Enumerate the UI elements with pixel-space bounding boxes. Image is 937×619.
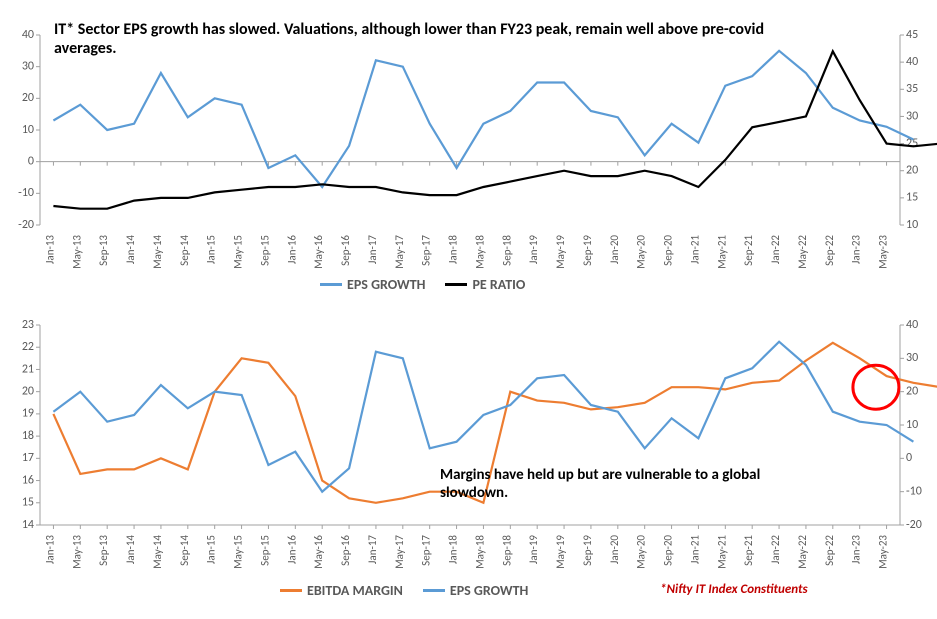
svg-text:18: 18 — [22, 429, 34, 443]
svg-text:May-16: May-16 — [312, 535, 325, 569]
svg-text:Sep-19: Sep-19 — [581, 535, 594, 566]
svg-text:-10: -10 — [906, 485, 922, 499]
svg-text:19: 19 — [22, 407, 34, 421]
svg-text:Jan-13: Jan-13 — [43, 535, 56, 564]
svg-text:14: 14 — [22, 518, 34, 532]
svg-text:May-14: May-14 — [151, 535, 164, 569]
svg-text:Jan-17: Jan-17 — [366, 535, 379, 564]
svg-text:16: 16 — [22, 473, 34, 487]
bottom-chart-annotation: Margins have held up but are vulnerable … — [440, 466, 820, 502]
svg-text:Jan-20: Jan-20 — [608, 535, 621, 564]
bottom-chart-legend: EBITDA MARGIN EPS GROWTH — [280, 582, 528, 599]
svg-text:Jan-16: Jan-16 — [285, 535, 298, 564]
legend-swatch — [423, 589, 445, 592]
legend-swatch — [280, 589, 302, 592]
svg-text:23: 23 — [22, 318, 34, 332]
legend-item-ebitda-margin: EBITDA MARGIN — [280, 582, 403, 599]
svg-text:17: 17 — [22, 451, 34, 465]
chart-stage: IT* Sector EPS growth has slowed. Valuat… — [0, 0, 937, 619]
svg-text:-20: -20 — [906, 518, 922, 532]
svg-text:10: 10 — [906, 418, 918, 432]
svg-text:Jan-23: Jan-23 — [850, 535, 863, 564]
legend-label: EPS GROWTH — [450, 582, 528, 599]
svg-text:40: 40 — [906, 318, 918, 332]
svg-text:Sep-14: Sep-14 — [178, 535, 191, 566]
svg-text:22: 22 — [22, 340, 34, 354]
svg-text:Sep-16: Sep-16 — [339, 535, 352, 566]
svg-text:Jan-21: Jan-21 — [688, 535, 701, 564]
svg-text:20: 20 — [22, 385, 34, 399]
svg-text:May-20: May-20 — [635, 535, 648, 569]
svg-text:May-19: May-19 — [554, 535, 567, 569]
legend-label: EBITDA MARGIN — [307, 582, 403, 599]
svg-text:Sep-13: Sep-13 — [97, 535, 110, 566]
svg-text:Sep-22: Sep-22 — [823, 535, 836, 566]
svg-text:Sep-15: Sep-15 — [258, 535, 271, 566]
svg-text:Jan-19: Jan-19 — [527, 535, 540, 564]
svg-text:21: 21 — [22, 362, 34, 376]
svg-text:Sep-20: Sep-20 — [662, 535, 675, 566]
svg-text:May-17: May-17 — [393, 535, 406, 569]
legend-item-eps-growth: EPS GROWTH — [423, 582, 528, 599]
svg-text:0: 0 — [906, 451, 912, 465]
svg-text:Sep-18: Sep-18 — [500, 535, 513, 566]
svg-text:Jan-15: Jan-15 — [205, 535, 218, 564]
svg-text:May-23: May-23 — [877, 535, 890, 569]
svg-text:20: 20 — [906, 385, 918, 399]
svg-text:Jan-22: Jan-22 — [769, 535, 782, 564]
svg-text:Sep-17: Sep-17 — [420, 535, 433, 566]
svg-text:May-18: May-18 — [473, 535, 486, 569]
svg-text:Sep-21: Sep-21 — [742, 535, 755, 566]
svg-text:May-13: May-13 — [70, 535, 83, 569]
svg-text:May-21: May-21 — [715, 535, 728, 569]
footnote: *Nifty IT Index Constituents — [660, 582, 808, 597]
svg-text:15: 15 — [22, 496, 34, 510]
svg-text:30: 30 — [906, 351, 918, 365]
svg-text:Jan-18: Jan-18 — [447, 535, 460, 564]
svg-text:May-22: May-22 — [796, 535, 809, 569]
bottom-chart: 14 15 16 17 18 19 20 21 22 23 -20 -10 0 10 20 30 40 Jan-1… — [0, 0, 937, 619]
svg-text:Jan-14: Jan-14 — [124, 535, 137, 564]
svg-text:May-15: May-15 — [232, 535, 245, 569]
